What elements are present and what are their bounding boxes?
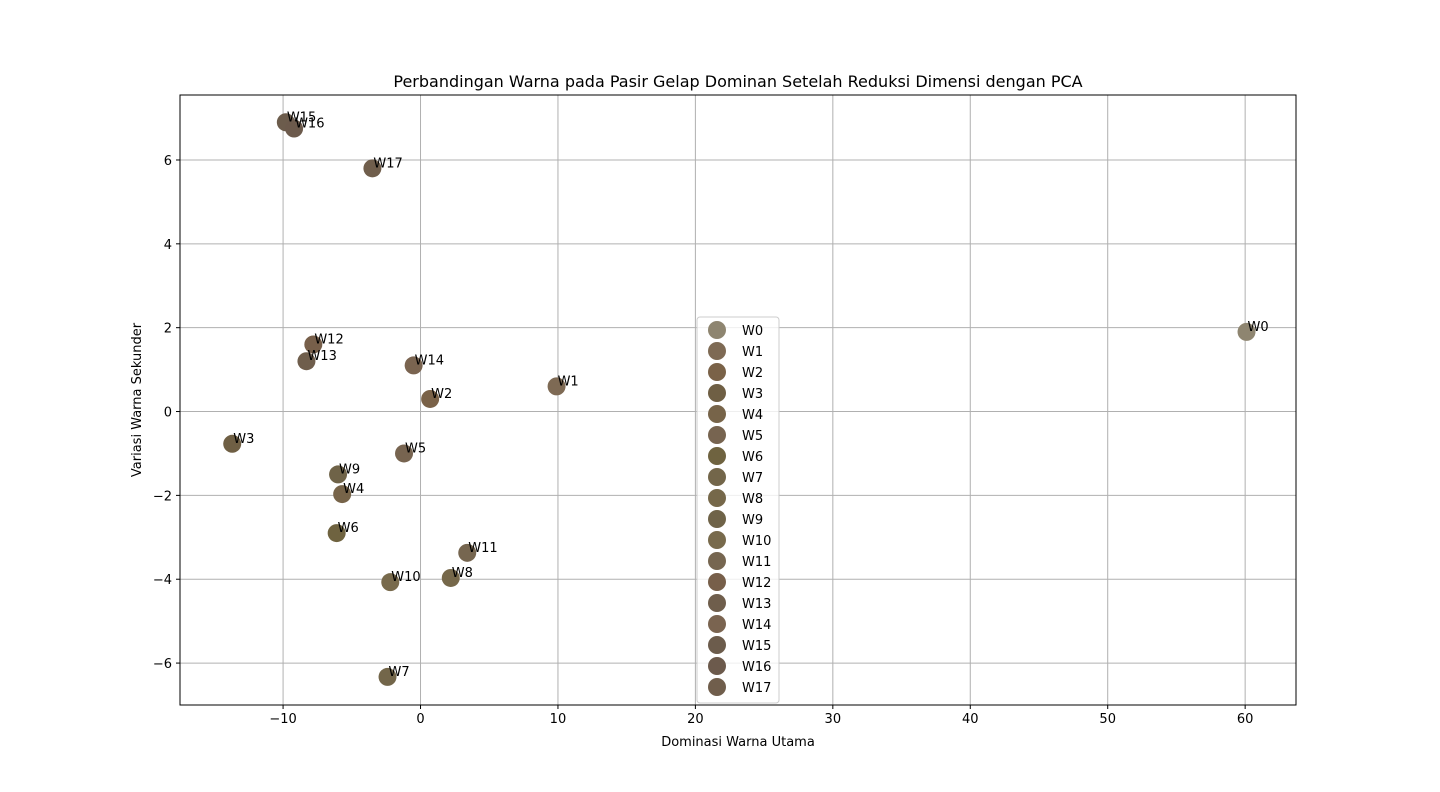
chart-title: Perbandingan Warna pada Pasir Gelap Domi… [393,72,1082,91]
legend-label-w13: W13 [742,597,771,612]
point-label-w11: W11 [468,541,497,556]
point-label-w9: W9 [339,462,360,477]
legend-marker-w4 [708,405,726,423]
x-tick-label: 10 [550,712,567,727]
point-label-w14: W14 [415,353,444,368]
legend-label-w3: W3 [742,387,763,402]
legend-label-w12: W12 [742,576,771,591]
scatter-point-w7 [378,667,397,686]
y-tick-label: −6 [153,657,172,672]
x-tick-label: 50 [1099,712,1116,727]
legend-marker-w2 [708,363,726,381]
scatter-point-w13 [297,352,316,371]
legend-label-w15: W15 [742,639,771,654]
legend-label-w17: W17 [742,681,771,696]
legend-marker-w5 [708,426,726,444]
x-tick-label: 0 [416,712,424,727]
point-label-w12: W12 [314,332,343,347]
scatter-point-w14 [404,356,423,375]
point-label-w6: W6 [338,521,359,536]
scatter-point-w17 [363,159,382,178]
point-label-w7: W7 [389,665,410,680]
point-label-w13: W13 [307,349,336,364]
scatter-point-w8 [441,568,460,587]
point-label-w10: W10 [391,570,420,585]
legend-marker-w12 [708,573,726,591]
scatter-point-w4 [333,485,352,504]
legend-label-w6: W6 [742,450,763,465]
y-tick-label: 2 [164,322,172,337]
scatter-point-w6 [327,524,346,543]
point-label-w17: W17 [373,156,402,171]
legend-marker-w11 [708,552,726,570]
legend-label-w8: W8 [742,492,763,507]
y-tick-label: −2 [153,489,172,504]
x-tick-label: 20 [687,712,704,727]
legend-marker-w0 [708,321,726,339]
legend-marker-w7 [708,468,726,486]
point-label-w8: W8 [452,566,473,581]
legend-marker-w8 [708,489,726,507]
y-axis-label: Variasi Warna Sekunder [130,322,145,477]
legend-marker-w17 [708,678,726,696]
point-label-w16: W16 [295,117,324,132]
point-label-w1: W1 [558,374,579,389]
legend-label-w2: W2 [742,366,763,381]
legend-label-w16: W16 [742,660,771,675]
y-tick-label: 0 [164,406,172,421]
scatter-point-w10 [381,573,400,592]
scatter-point-w5 [395,444,414,463]
scatter-point-w9 [329,465,348,484]
y-tick-label: 4 [164,238,172,253]
x-tick-label: 60 [1237,712,1254,727]
scatter-point-w16 [285,119,304,138]
point-label-w15: W15 [287,110,316,125]
y-tick-label: 6 [164,154,172,169]
scatter-point-w0 [1237,322,1256,341]
legend-marker-w9 [708,510,726,528]
point-label-w0: W0 [1248,320,1269,335]
scatter-point-w12 [304,335,323,354]
legend-marker-w15 [708,636,726,654]
legend-label-w7: W7 [742,471,763,486]
x-tick-label: 30 [825,712,842,727]
scatter-point-w1 [547,377,566,396]
legend-marker-w1 [708,342,726,360]
plot-area-frame [179,94,1297,706]
point-label-w3: W3 [233,432,254,447]
x-tick-label: −10 [269,712,296,727]
legend-label-w11: W11 [742,555,771,570]
legend-label-w0: W0 [742,324,763,339]
scatter-point-w11 [458,543,477,562]
scatter-point-w2 [421,389,440,408]
legend-label-w14: W14 [742,618,771,633]
data-points [223,113,1256,686]
x-axis-label: Dominasi Warna Utama [661,735,815,750]
point-label-w5: W5 [405,441,426,456]
axis-ticks: −10 0 10 20 30 40 50 60 −6 −4 −2 0 2 4 6 [153,154,1254,727]
legend-marker-w16 [708,657,726,675]
legend-label-w10: W10 [742,534,771,549]
legend-label-w5: W5 [742,429,763,444]
legend-marker-w14 [708,615,726,633]
legend-label-w1: W1 [742,345,763,360]
legend-marker-w6 [708,447,726,465]
x-tick-label: 40 [962,712,979,727]
point-label-w4: W4 [343,482,364,497]
point-label-w2: W2 [431,387,452,402]
y-tick-label: −4 [153,573,172,588]
legend-label-w4: W4 [742,408,763,423]
legend-marker-w13 [708,594,726,612]
legend: W0 W1 W2 W3 W4 W5 W6 W7 W8 W9 W10 W11 W12 W13 W14 W15 W1… [696,316,780,704]
legend-label-w9: W9 [742,513,763,528]
legend-marker-w10 [708,531,726,549]
scatter-point-w3 [223,434,242,453]
legend-marker-w3 [708,384,726,402]
